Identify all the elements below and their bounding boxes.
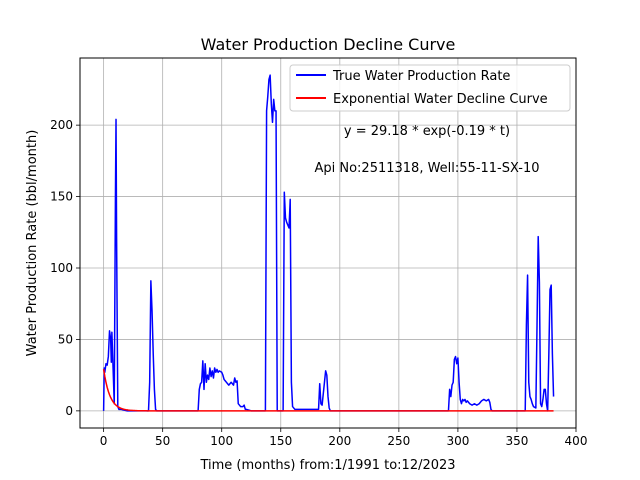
- x-tick-label: 400: [565, 434, 588, 448]
- x-tick-label: 200: [328, 434, 351, 448]
- legend-label-true-rate: True Water Production Rate: [332, 69, 510, 84]
- x-tick-label: 250: [387, 434, 410, 448]
- x-tick-label: 150: [269, 434, 292, 448]
- series-layer: [102, 74, 555, 412]
- x-tick-label: 50: [155, 434, 170, 448]
- y-axis-label: Water Production Rate (bbl/month): [25, 130, 40, 357]
- chart-title: Water Production Decline Curve: [201, 35, 456, 54]
- series-line-exponential-decline-curve: [102, 369, 554, 412]
- y-tick-label: 100: [50, 261, 73, 275]
- well-annotation: Api No:2511318, Well:55-11-SX-10: [314, 161, 539, 176]
- x-tick-label: 0: [100, 434, 108, 448]
- x-tick-label: 300: [446, 434, 469, 448]
- x-axis-label: Time (months) from:1/1991 to:12/2023: [199, 458, 455, 473]
- plot-area-frame: [79, 57, 577, 429]
- x-tick-label: 350: [505, 434, 528, 448]
- y-tick-label: 150: [50, 190, 73, 204]
- y-tick-label: 50: [58, 332, 73, 346]
- legend-box: [289, 64, 571, 112]
- legend-label-exponential: Exponential Water Decline Curve: [333, 92, 548, 107]
- x-tick-label: 100: [210, 434, 233, 448]
- y-tick-label: 200: [50, 118, 73, 132]
- tick-layer: 0 50 100 150 200 250 300 350 400 0 50 100 150 200: [50, 118, 587, 448]
- equation-annotation: y = 29.18 * exp(-0.19 * t): [344, 124, 510, 139]
- legend: True Water Production Rate Exponential W…: [289, 64, 571, 112]
- y-tick-label: 0: [65, 404, 73, 418]
